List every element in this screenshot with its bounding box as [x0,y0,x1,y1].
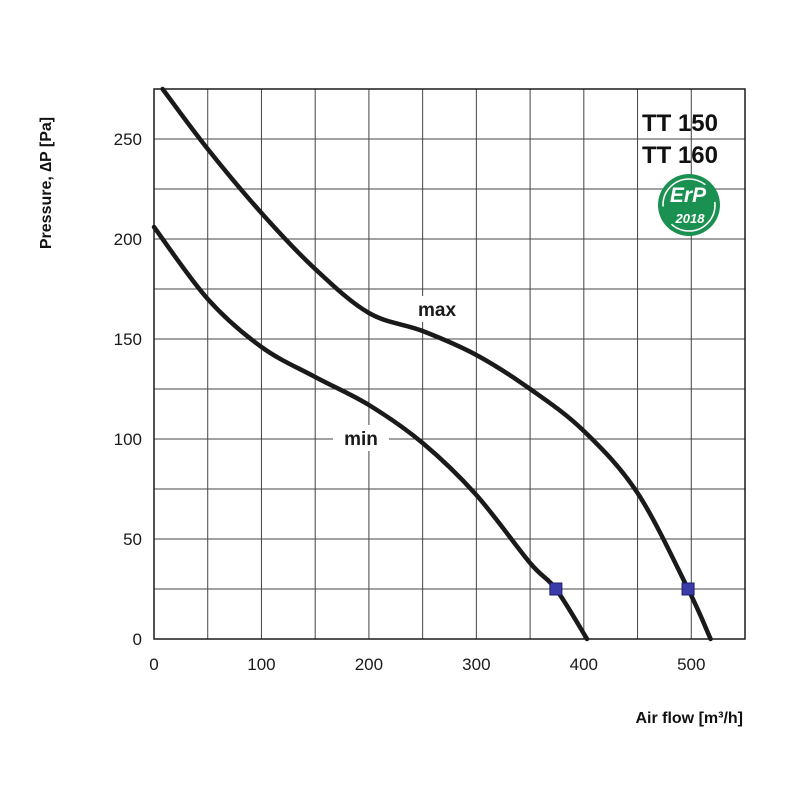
curve-min [151,224,590,642]
x-tick-label: 300 [462,655,490,674]
erp-badge-ring [662,178,716,232]
y-tick-label: 200 [114,230,142,249]
series-label-min: min [344,429,378,450]
x-tick-label: 200 [355,655,383,674]
plot-frame [153,88,746,640]
erp-badge-year: 2018 [675,211,706,226]
curves [151,86,713,642]
x-tick-label: 500 [677,655,705,674]
model-label-tt150: TT 150 [642,110,718,137]
min-label-bg [333,425,389,451]
curve-max [160,86,713,642]
operating-point-marker [681,582,695,596]
x-tick-label: 400 [570,655,598,674]
y-tick-label: 100 [114,430,142,449]
grid [154,89,745,639]
series-label-max: max [418,300,456,321]
erp-2018-badge: ErP 2018 [658,174,720,236]
max-label-bg [406,296,466,322]
x-tick-label: 0 [149,655,158,674]
x-axis-title: Air flow [m³/h] [635,710,743,727]
y-tick-label: 250 [114,130,142,149]
y-tick-label: 50 [123,530,142,549]
y-tick-label: 150 [114,330,142,349]
y-axis-title: Pressure, ∆P [Pa] [38,117,55,249]
markers [549,582,695,596]
x-tick-label: 100 [247,655,275,674]
model-label-tt160: TT 160 [642,142,718,169]
operating-point-marker [549,582,563,596]
x-tick-labels: 0 100 200 300 400 500 [149,655,705,674]
y-tick-labels: 0 50 100 150 200 250 [114,130,142,649]
erp-badge-circle [658,174,720,236]
y-tick-label: 0 [133,630,142,649]
erp-badge-title: ErP [670,184,707,207]
